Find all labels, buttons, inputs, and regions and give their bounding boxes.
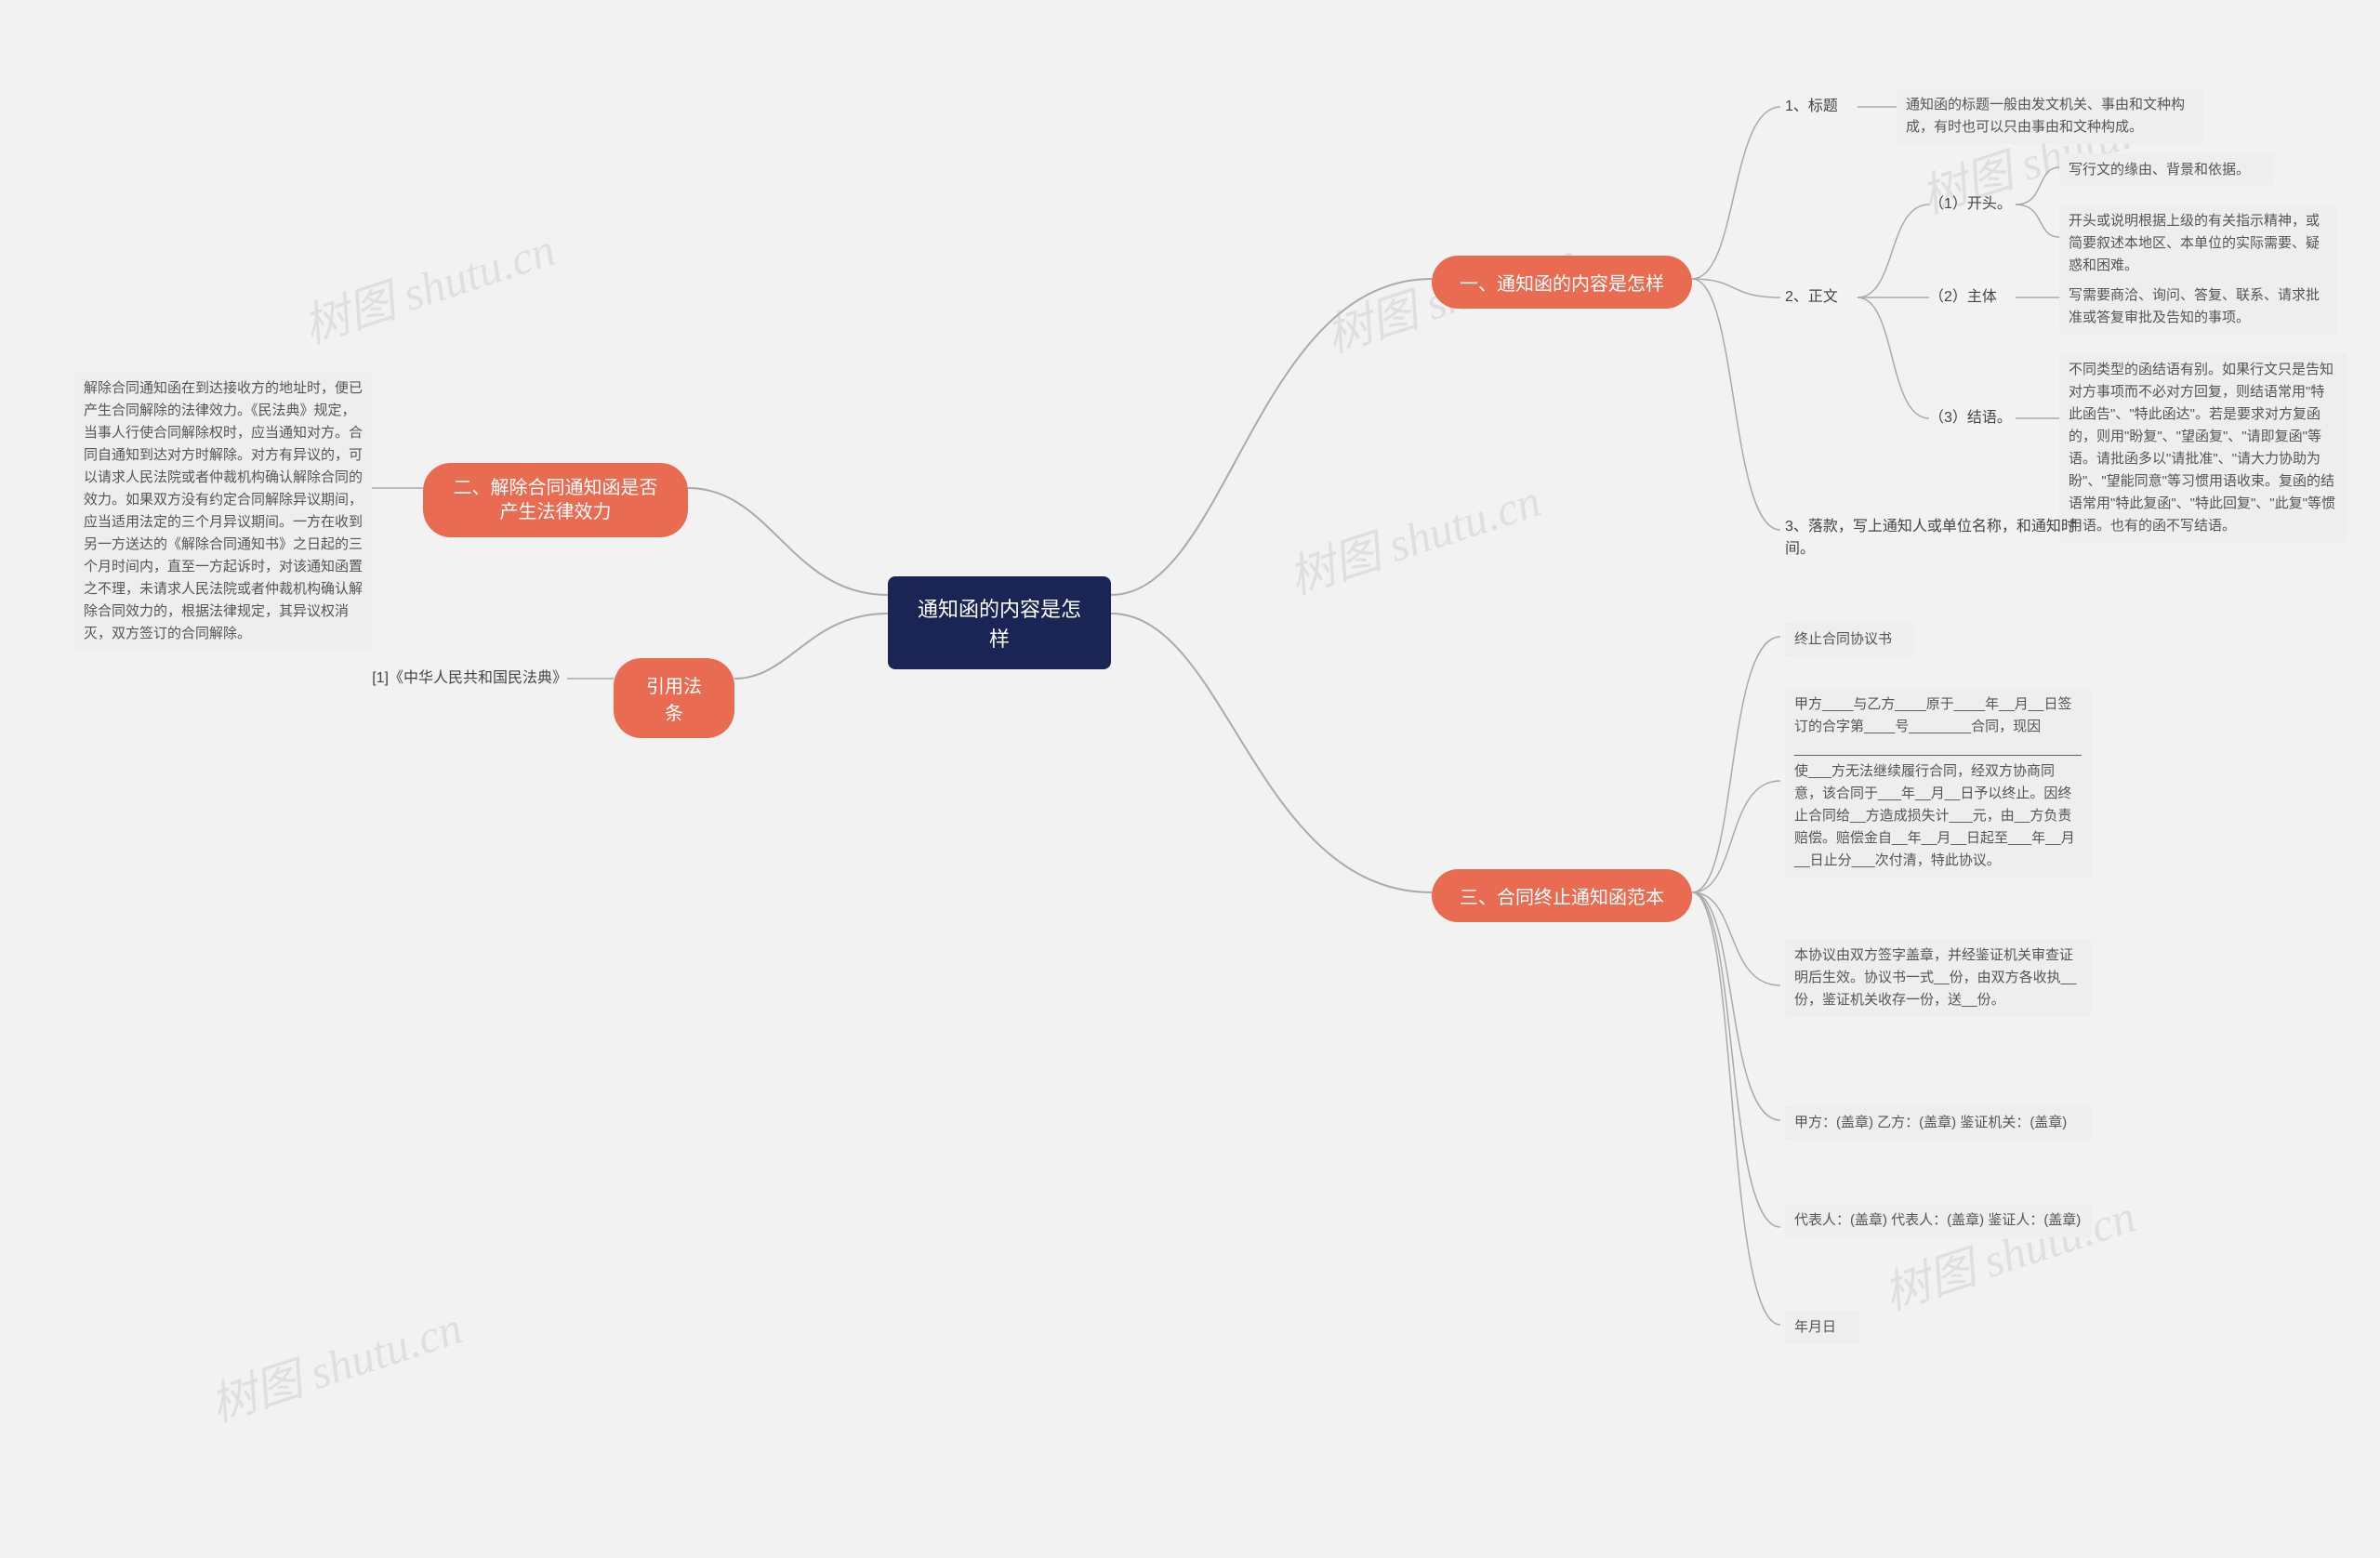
b1-sub-2-c3[interactable]: （3）结语。 (1929, 407, 2017, 429)
branch-3-leaf-2: 甲方____与乙方____原于____年__月__日签订的合字第____号___… (1785, 688, 2092, 878)
b1-sub-3[interactable]: 3、落款，写上通知人或单位名称，和通知时间。 (1785, 516, 2082, 561)
branch-3-leaf-4: 甲方：(盖章) 乙方：(盖章) 鉴证机关：(盖章) (1785, 1106, 2092, 1140)
b1-sub-2[interactable]: 2、正文 (1785, 286, 1859, 309)
branch-3-leaf-6: 年月日 (1785, 1311, 1859, 1344)
watermark: 树图 shutu.cn (1279, 463, 1548, 607)
branch-4-leaf: [1]《中华人民共和国民法典》 (372, 667, 567, 690)
watermark: 树图 shutu.cn (294, 212, 562, 356)
b1-sub-2-c3-leaf: 不同类型的函结语有别。如果行文只是告知对方事项而不必对方回复，则结语常用"特此函… (2059, 353, 2347, 543)
branch-3[interactable]: 三、合同终止通知函范本 (1432, 869, 1692, 922)
branch-2[interactable]: 二、解除合同通知函是否产生法律效力 (423, 463, 688, 537)
branch-4[interactable]: 引用法条 (614, 658, 734, 738)
watermark: 树图 shutu.cn (1874, 1179, 2143, 1323)
branch-3-leaf-3: 本协议由双方签字盖章，并经鉴证机关审查证明后生效。协议书一式__份，由双方各收执… (1785, 939, 2092, 1017)
b1-sub-1-leaf: 通知函的标题一般由发文机关、事由和文种构成，有时也可以只由事由和文种构成。 (1897, 88, 2203, 144)
branch-2-leaf: 解除合同通知函在到达接收方的地址时，便已产生合同解除的法律效力。《民法典》规定，… (74, 372, 372, 651)
branch-1[interactable]: 一、通知函的内容是怎样 (1432, 256, 1692, 309)
branch-3-leaf-1: 终止合同协议书 (1785, 623, 1915, 656)
watermark: 树图 shutu.cn (201, 1290, 469, 1434)
b1-sub-1[interactable]: 1、标题 (1785, 96, 1859, 118)
root-node[interactable]: 通知函的内容是怎样 (888, 576, 1111, 669)
b1-sub-2-c1-leaf2: 开头或说明根据上级的有关指示精神，或简要叙述本地区、本单位的实际需要、疑惑和困难… (2059, 205, 2338, 283)
b1-sub-2-c2[interactable]: （2）主体 (1929, 286, 2017, 309)
branch-3-leaf-5: 代表人：(盖章) 代表人：(盖章) 鉴证人：(盖章) (1785, 1204, 2092, 1237)
b1-sub-2-c1-leaf1: 写行文的缘由、背景和依据。 (2059, 153, 2273, 187)
b1-sub-2-c2-leaf: 写需要商洽、询问、答复、联系、请求批准或答复审批及告知的事项。 (2059, 279, 2338, 335)
b1-sub-2-c1[interactable]: （1）开头。 (1929, 193, 2017, 216)
